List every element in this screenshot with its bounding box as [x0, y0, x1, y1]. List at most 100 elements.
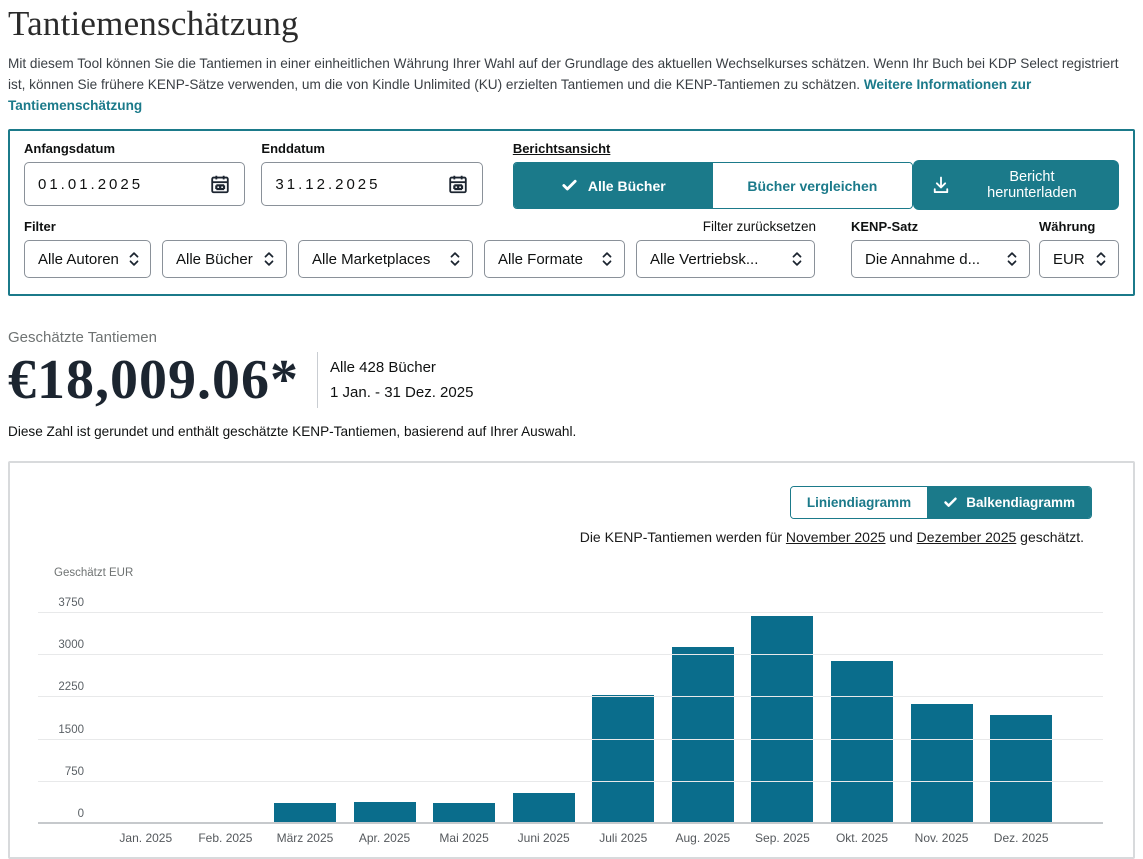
download-report-button[interactable]: Bericht herunterladen [912, 160, 1120, 210]
estimated-royalties-amount: €18,009.06* [8, 349, 299, 411]
x-tick-label: Dez. 2025 [993, 831, 1049, 845]
bar-Dez. 2025[interactable] [990, 715, 1053, 824]
currency-label: Währung [1039, 219, 1096, 234]
y-tick-label: 2250 [58, 681, 84, 694]
filter-label: Filter [24, 219, 56, 234]
kenp-note-middle: und [885, 529, 917, 545]
books-dropdown[interactable]: Alle Bücher [162, 240, 287, 278]
calendar-icon[interactable] [209, 173, 231, 195]
x-axis-line [38, 822, 1103, 824]
estimated-royalties-label: Geschätzte Tantiemen [8, 329, 157, 346]
filter-dropdown-row: Alle Autoren Alle Bücher Alle Marketplac… [24, 240, 816, 278]
start-date-input[interactable]: 01.01.2025 [24, 162, 246, 206]
currency-dropdown[interactable]: EUR [1039, 240, 1119, 278]
gridline [38, 780, 1103, 782]
chart-panel: Liniendiagramm Balkendiagramm Die KENP-T… [8, 461, 1135, 859]
x-axis-labels: Jan. 2025 Feb. 2025 März 2025 Apr. 2025 Mai … [106, 831, 1061, 845]
summary-meta: Alle 428 Bücher 1 Jan. - 31 Dez. 2025 [330, 355, 473, 405]
reset-filters-link[interactable]: Filter zurücksetzen [702, 219, 816, 234]
start-date-group: Anfangsdatum 01.01.2025 [24, 141, 246, 206]
end-date-label: Enddatum [261, 141, 325, 156]
y-tick-label: 3000 [58, 639, 84, 652]
line-chart-toggle[interactable]: Liniendiagramm [790, 487, 928, 518]
bar-cell [106, 613, 186, 824]
filters-head: Filter Filter zurücksetzen [24, 219, 816, 234]
bar-Aug. 2025[interactable] [671, 646, 734, 824]
y-tick-label: 1500 [58, 723, 84, 736]
kenp-note-suffix: geschätzt. [1016, 529, 1084, 545]
kenp-rate-dropdown[interactable]: Die Annahme d... [851, 240, 1030, 278]
bar-cell [743, 613, 823, 824]
bar-Nov. 2025[interactable] [910, 704, 973, 824]
bar-Sep. 2025[interactable] [751, 616, 814, 824]
summary-note: Diese Zahl ist gerundet und enthält gesc… [8, 424, 577, 439]
books-dropdown-value: Alle Bücher [176, 250, 253, 268]
bar-Okt. 2025[interactable] [830, 660, 893, 824]
page-description: Mit diesem Tool können Sie die Tantiemen… [8, 53, 1132, 116]
bar-Mai 2025[interactable] [433, 803, 496, 824]
bar-cell [186, 613, 266, 824]
chevron-updown-icon [127, 250, 141, 268]
x-tick-label: Sep. 2025 [755, 831, 810, 845]
marketplaces-dropdown[interactable]: Alle Marketplaces [298, 240, 473, 278]
x-tick-label: Nov. 2025 [914, 831, 969, 845]
chart-plot: 0 750 1500 2250 3000 3750 [38, 597, 1103, 824]
chart-type-toggle: Liniendiagramm Balkendiagramm [789, 486, 1092, 519]
check-icon [943, 495, 958, 510]
chevron-updown-icon [1094, 250, 1108, 268]
toggle-compare-books[interactable]: Bücher vergleichen [712, 163, 912, 208]
bar-chart-toggle-label: Balkendiagramm [966, 495, 1075, 510]
page-description-text: Mit diesem Tool können Sie die Tantiemen… [8, 56, 1119, 92]
bar-März 2025[interactable] [273, 802, 336, 824]
y-tick-label: 750 [64, 765, 84, 778]
bar-cell [822, 613, 902, 824]
kenp-note-prefix: Die KENP-Tantiemen werden für [579, 529, 786, 545]
learn-more-link[interactable]: Weitere Informationen zur Tantiemenschät… [8, 77, 1032, 113]
gridline [38, 696, 1103, 698]
marketplaces-dropdown-value: Alle Marketplaces [312, 250, 431, 268]
bar-cell [981, 613, 1061, 824]
calendar-icon[interactable] [447, 173, 469, 195]
summary-scope: Alle 428 Bücher [330, 359, 436, 376]
distribution-channels-dropdown[interactable]: Alle Vertriebsk... [636, 240, 815, 278]
y-tick-label: 0 [77, 808, 84, 820]
start-date-label: Anfangsdatum [24, 141, 115, 156]
y-tick-label: 3750 [58, 597, 84, 609]
formats-dropdown[interactable]: Alle Formate [484, 240, 625, 278]
end-date-input[interactable]: 31.12.2025 [261, 162, 483, 206]
chevron-updown-icon [448, 250, 462, 268]
x-tick-label: Juli 2025 [599, 831, 648, 845]
chevron-updown-icon [600, 250, 614, 268]
summary-date-range: 1 Jan. - 31 Dez. 2025 [330, 384, 474, 401]
bar-cell [345, 613, 425, 824]
formats-dropdown-value: Alle Formate [498, 250, 584, 268]
report-view-group: Berichtsansicht Alle Bücher Bücher vergl… [512, 141, 913, 209]
report-view-toggle: Alle Bücher Bücher vergleichen [512, 162, 913, 209]
x-tick-label: März 2025 [276, 831, 334, 845]
authors-dropdown-value: Alle Autoren [38, 250, 119, 268]
authors-dropdown[interactable]: Alle Autoren [24, 240, 151, 278]
summary-divider [317, 352, 318, 408]
y-axis-title: Geschätzt EUR [54, 567, 134, 579]
gridline [38, 612, 1103, 613]
download-report-label: Bericht herunterladen [987, 169, 1077, 201]
bar-cell [583, 613, 663, 824]
toggle-all-books[interactable]: Alle Bücher [513, 163, 713, 208]
chevron-updown-icon [790, 250, 804, 268]
filters-group: Filter Filter zurücksetzen Alle Autoren … [24, 219, 816, 278]
bar-chart-toggle[interactable]: Balkendiagramm [927, 487, 1091, 518]
toggle-all-books-label: Alle Bücher [587, 177, 666, 194]
distribution-channels-dropdown-value: Alle Vertriebsk... [650, 250, 759, 268]
gridline [38, 738, 1103, 740]
bar-Juli 2025[interactable] [592, 694, 655, 824]
report-view-label: Berichtsansicht [512, 141, 611, 156]
bar-cell [902, 613, 982, 824]
page-title: Tantiemenschätzung [8, 4, 299, 43]
bar-cell [504, 613, 584, 824]
currency-group: Währung EUR [1039, 219, 1119, 278]
end-date-group: Enddatum 31.12.2025 [261, 141, 483, 206]
currency-dropdown-value: EUR [1053, 250, 1085, 268]
bar-Juni 2025[interactable] [512, 793, 575, 824]
chevron-updown-icon [1005, 250, 1019, 268]
bar-Apr. 2025[interactable] [353, 802, 416, 824]
